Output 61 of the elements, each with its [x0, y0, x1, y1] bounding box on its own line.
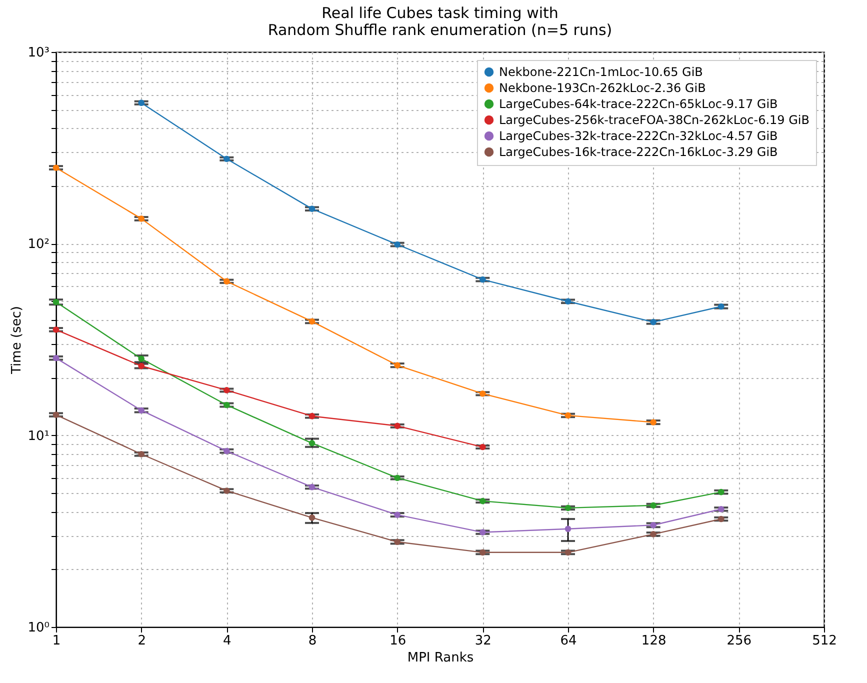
point — [394, 474, 400, 482]
point — [480, 498, 486, 504]
point — [308, 440, 316, 446]
y-tick-label: 10² — [28, 237, 50, 252]
point — [138, 450, 144, 458]
legend-label: Nekbone-221Cn-1mLoc-10.65 GiB — [499, 65, 703, 79]
point — [308, 514, 316, 521]
y-tick-label: 10⁰ — [28, 620, 50, 636]
point — [394, 538, 400, 546]
point — [394, 362, 400, 368]
point — [650, 419, 656, 426]
legend-label: LargeCubes-256k-traceFOA-38Cn-262kLoc-6.19 GiB — [499, 113, 810, 127]
point — [564, 412, 572, 419]
point — [224, 488, 230, 494]
point — [564, 549, 572, 556]
x-tick-label: 128 — [641, 634, 666, 648]
x-tick-label: 16 — [390, 634, 406, 648]
x-tick-label: 64 — [560, 634, 577, 648]
point — [650, 502, 656, 509]
x-tick-label: 2 — [138, 634, 146, 648]
x-axis-title: MPI Ranks — [407, 650, 474, 666]
legend-label: Nekbone-193Cn-262kLoc-2.36 GiB — [499, 81, 706, 95]
point — [394, 512, 400, 518]
point — [138, 362, 144, 370]
point — [224, 387, 230, 394]
point — [52, 298, 60, 306]
point — [52, 412, 60, 418]
legend-label: LargeCubes-32k-trace-222Cn-32kLoc-4.57 GiB — [499, 129, 778, 143]
point — [138, 356, 144, 362]
point — [308, 412, 316, 420]
point — [52, 326, 60, 333]
point — [52, 164, 60, 171]
point — [224, 278, 230, 284]
point — [308, 484, 316, 490]
point — [308, 318, 316, 325]
y-axis-title: Time (sec) — [10, 306, 25, 376]
legend-label: LargeCubes-16k-trace-222Cn-16kLoc-3.29 GiB — [499, 145, 778, 159]
point — [138, 407, 144, 414]
x-tick-label: 4 — [223, 634, 232, 648]
point — [52, 354, 60, 362]
point — [480, 549, 486, 556]
point — [224, 402, 230, 408]
x-tick-label: 1 — [52, 634, 61, 648]
y-tick-label: 10³ — [28, 46, 50, 60]
x-tick-label: 32 — [474, 634, 492, 648]
point — [564, 504, 572, 512]
point — [480, 444, 486, 450]
x-tick-label: 512 — [812, 634, 837, 648]
point — [224, 448, 230, 454]
y-tick-label: 10¹ — [28, 428, 50, 444]
point — [394, 422, 400, 430]
x-tick-label: 256 — [726, 634, 752, 648]
legend-label: LargeCubes-64k-trace-222Cn-65kLoc-9.17 GiB — [499, 97, 778, 111]
chart-title: Real life Cubes task timing with Random Shuffle rank enumeration (n=5 runs) — [268, 4, 612, 39]
point — [480, 390, 486, 397]
x-tick-label: 8 — [308, 634, 317, 648]
point — [650, 522, 656, 528]
point — [564, 526, 572, 532]
point — [650, 531, 656, 538]
point — [480, 529, 486, 536]
point — [138, 216, 144, 222]
